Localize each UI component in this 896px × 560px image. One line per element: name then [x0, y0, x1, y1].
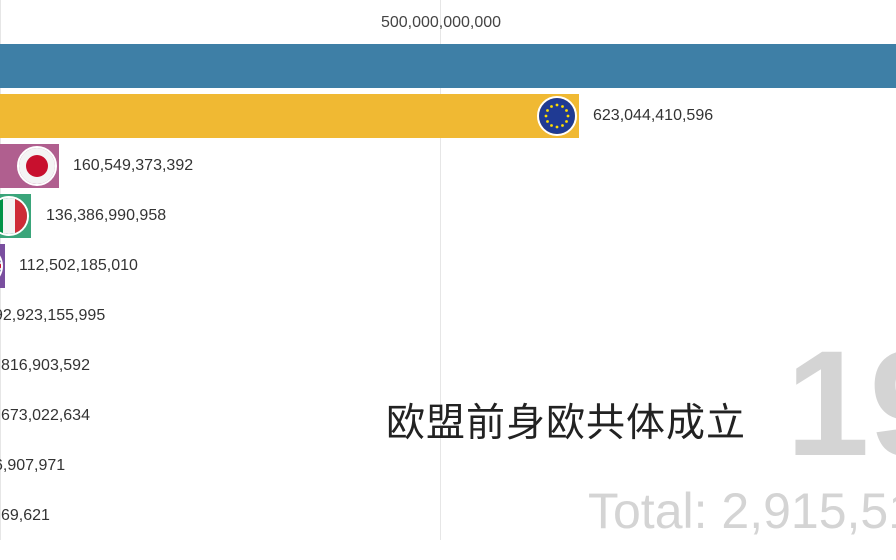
- year-label: 19: [786, 319, 896, 487]
- bar: [0, 94, 579, 138]
- bar: [0, 44, 896, 88]
- bar-value-label: 623,044,410,596: [593, 107, 714, 124]
- event-annotation: 欧盟前身欧共体成立: [386, 401, 747, 446]
- bar-value-label: 673,022,634: [1, 407, 90, 424]
- bar-value-label: 6,907,971: [0, 457, 66, 474]
- bar-value-label: 112,502,185,010: [19, 257, 138, 274]
- bar-value-label: 816,903,592: [1, 357, 90, 374]
- bar-value-label: 92,923,155,995: [0, 307, 106, 324]
- bar-value-label: 69,621: [1, 507, 50, 524]
- gridline-500b: [440, 0, 441, 540]
- eu-flag-icon: [537, 96, 577, 136]
- italy-flag-icon: [0, 196, 29, 236]
- total-label: Total: 2,915,51: [588, 483, 896, 539]
- japan-flag-icon: [17, 146, 57, 186]
- bar-value-label: 160,549,373,392: [73, 157, 194, 174]
- axis-tick-label: 500,000,000,000: [380, 14, 502, 31]
- bar-value-label: 136,386,990,958: [46, 207, 167, 224]
